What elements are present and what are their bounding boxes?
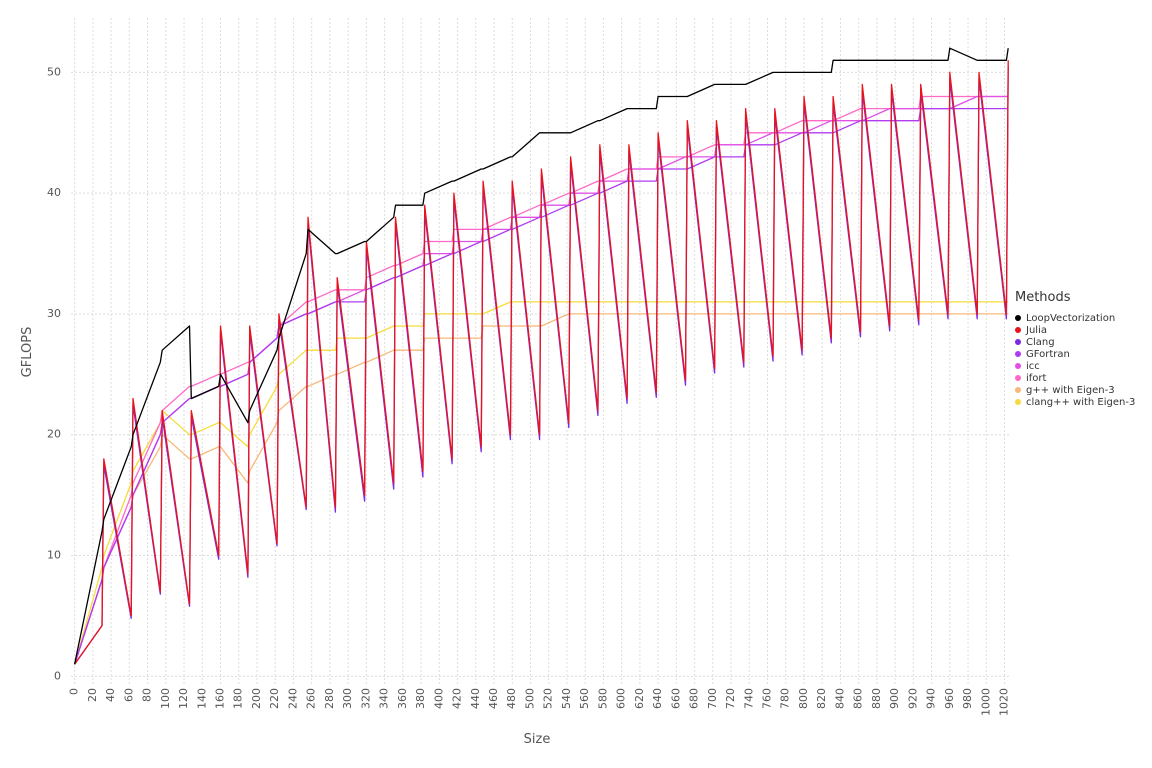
legend-swatch [1015, 339, 1021, 345]
x-tick-label: 60 [122, 688, 135, 702]
series-line [74, 66, 1009, 665]
x-axis-title: Size [524, 732, 551, 747]
legend-label: icc [1026, 361, 1040, 372]
x-tick-label: 360 [396, 688, 409, 709]
series-line [73, 47, 1009, 665]
x-tick-label: 80 [141, 688, 154, 702]
x-tick-label: 40 [104, 688, 117, 702]
legend-label: LoopVectorization [1026, 313, 1115, 324]
x-tick-label: 200 [250, 688, 263, 709]
series-line [73, 313, 1009, 665]
legend-swatch [1015, 351, 1021, 357]
legend-swatch [1015, 375, 1021, 381]
x-tick-label: 440 [469, 688, 482, 709]
x-tick-label: 920 [906, 688, 919, 709]
x-tick-label: 1020 [998, 688, 1011, 716]
x-tick-label: 180 [232, 688, 245, 709]
x-tick-label: 20 [86, 688, 99, 702]
x-tick-label: 380 [414, 688, 427, 709]
x-tick-label: 640 [651, 688, 664, 709]
x-tick-label: 820 [815, 688, 828, 709]
y-tick-label: 40 [47, 186, 61, 199]
legend-swatch [1015, 315, 1021, 321]
x-tick-label: 100 [159, 688, 172, 709]
y-tick-label: 0 [54, 669, 61, 682]
x-tick-label: 260 [305, 688, 318, 709]
x-tick-label: 400 [432, 688, 445, 709]
x-tick-label: 780 [779, 688, 792, 709]
x-tick-label: 580 [596, 688, 609, 709]
x-tick-label: 560 [578, 688, 591, 709]
x-tick-label: 220 [268, 688, 281, 709]
x-tick-label: 0 [68, 688, 81, 695]
x-tick-label: 960 [943, 688, 956, 709]
legend-label: Clang [1026, 337, 1055, 348]
y-tick-label: 20 [47, 428, 61, 441]
x-tick-label: 460 [487, 688, 500, 709]
x-tick-label: 500 [523, 688, 536, 709]
legend-label: ifort [1026, 373, 1047, 384]
x-tick-label: 540 [560, 688, 573, 709]
legend-label: clang++ with Eigen-3 [1026, 397, 1135, 408]
x-tick-label: 660 [669, 688, 682, 709]
x-tick-label: 320 [359, 688, 372, 709]
x-tick-label: 1000 [979, 688, 992, 716]
x-tick-label: 160 [214, 688, 227, 709]
x-tick-label: 300 [341, 688, 354, 709]
x-tick-label: 900 [888, 688, 901, 709]
x-tick-label: 240 [286, 688, 299, 709]
y-tick-label: 50 [47, 65, 61, 78]
legend-swatch [1015, 399, 1021, 405]
x-tick-label: 340 [378, 688, 391, 709]
legend-label: Julia [1025, 325, 1047, 336]
x-tick-label: 700 [706, 688, 719, 709]
x-tick-label: 800 [797, 688, 810, 709]
y-axis-title: GFLOPS [20, 327, 35, 378]
series-line [73, 301, 1009, 665]
x-tick-label: 600 [615, 688, 628, 709]
legend-label: GFortran [1026, 349, 1070, 360]
x-tick-label: 520 [542, 688, 555, 709]
legend-label: g++ with Eigen-3 [1026, 385, 1115, 396]
legend-swatch [1015, 387, 1021, 393]
x-tick-label: 720 [724, 688, 737, 709]
x-tick-label: 740 [742, 688, 755, 709]
x-tick-label: 880 [870, 688, 883, 709]
legend-swatch [1015, 363, 1021, 369]
x-tick-label: 680 [688, 688, 701, 709]
x-tick-label: 120 [177, 688, 190, 709]
series-line [74, 60, 1009, 665]
x-tick-label: 980 [961, 688, 974, 709]
x-tick-label: 480 [505, 688, 518, 709]
x-tick-label: 420 [451, 688, 464, 709]
x-tick-label: 840 [833, 688, 846, 709]
x-tick-label: 140 [195, 688, 208, 709]
x-tick-label: 860 [852, 688, 865, 709]
legend-swatch [1015, 327, 1021, 333]
x-tick-label: 280 [323, 688, 336, 709]
legend-title: Methods [1015, 290, 1071, 305]
x-tick-label: 620 [633, 688, 646, 709]
y-tick-label: 10 [47, 549, 61, 562]
y-tick-label: 30 [47, 307, 61, 320]
x-tick-label: 940 [925, 688, 938, 709]
x-tick-label: 760 [761, 688, 774, 709]
